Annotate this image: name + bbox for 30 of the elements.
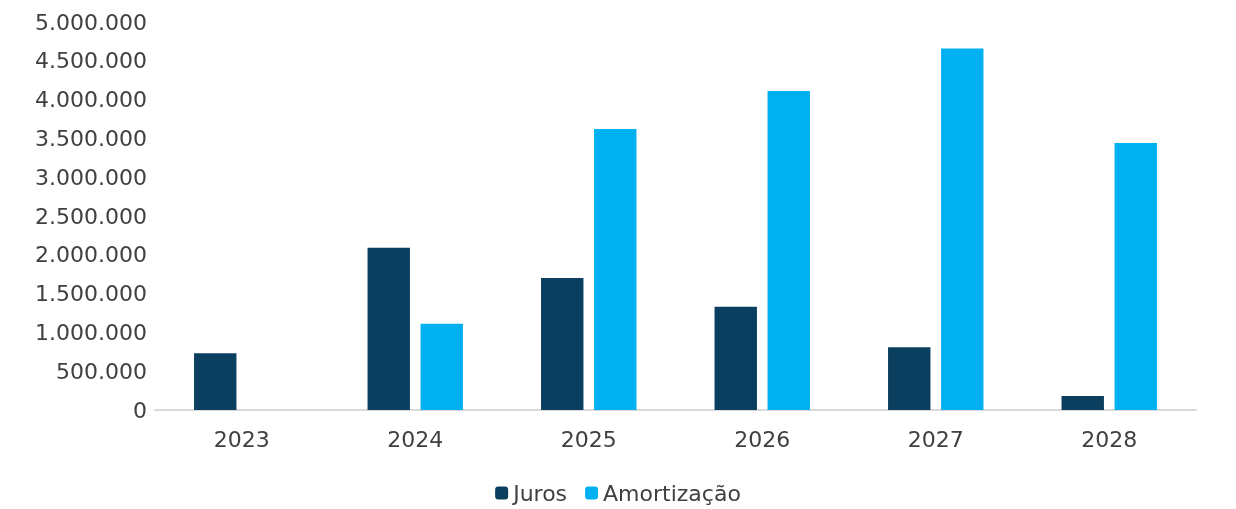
y-tick-label: 1.500.000 [35,281,147,307]
y-tick-label: 5.000.000 [35,9,147,35]
y-tick-label: 4.000.000 [35,87,147,113]
x-tick-label: 2024 [387,426,444,452]
legend-label: Juros [511,480,568,506]
x-tick-label: 2027 [907,426,964,452]
y-tick-label: 2.500.000 [35,203,147,229]
legend-label: Amortização [603,480,741,506]
y-tick-label: 4.500.000 [35,48,147,74]
bar [1061,396,1104,410]
y-tick-label: 3.500.000 [35,125,147,151]
bar [594,129,637,410]
x-tick-label: 2023 [213,426,270,452]
x-tick-label: 2028 [1081,426,1138,452]
bar [767,91,810,410]
bar [367,247,410,410]
bar [420,323,463,410]
y-tick-label: 1.000.000 [35,319,147,345]
bar [888,347,931,410]
bar [941,48,984,410]
bar [1114,143,1157,410]
bar [194,353,237,410]
bar [541,278,584,410]
y-tick-label: 500.000 [56,358,147,384]
x-tick-label: 2025 [560,426,617,452]
y-tick-label: 3.000.000 [35,164,147,190]
y-tick-label: 2.000.000 [35,242,147,268]
bar [714,306,757,410]
x-tick-label: 2026 [734,426,791,452]
y-tick-label: 0 [133,397,147,423]
